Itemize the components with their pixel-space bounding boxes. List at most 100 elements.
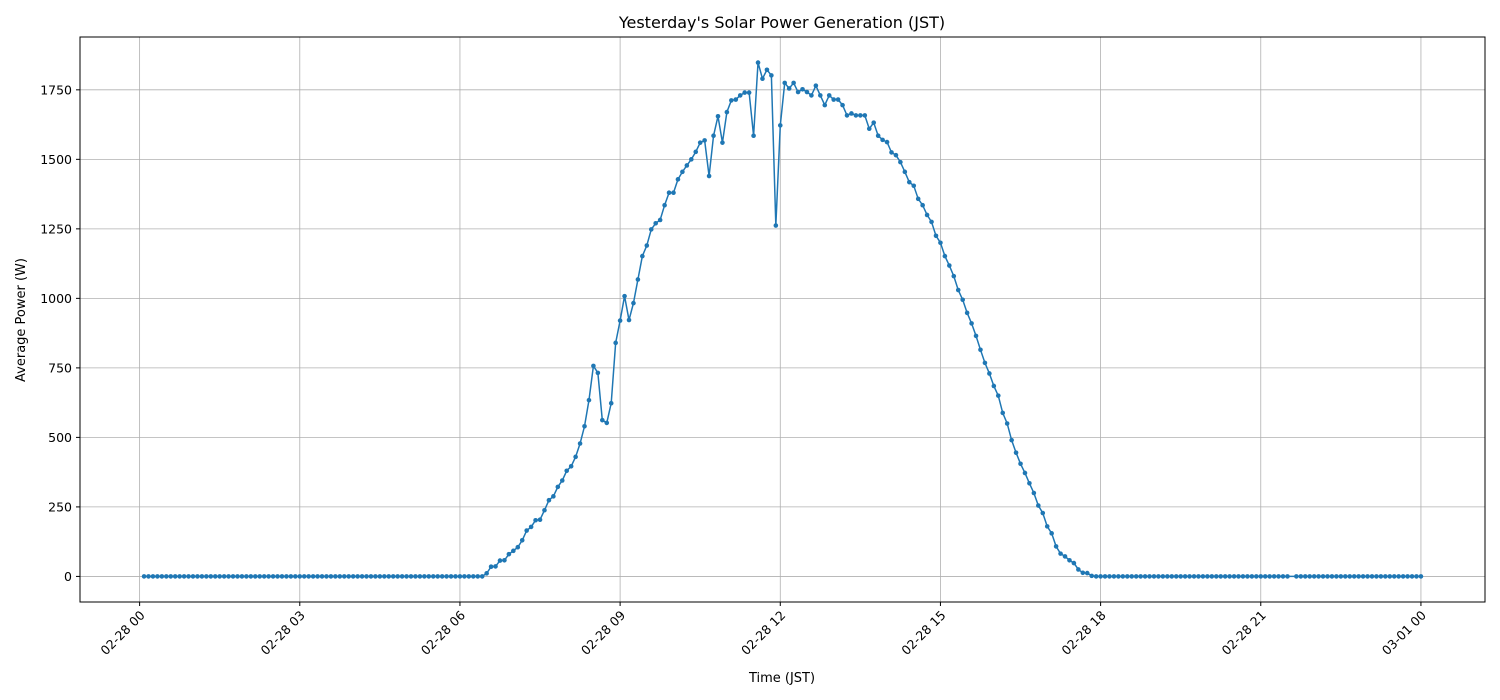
data-point	[1129, 574, 1135, 579]
data-point	[1280, 574, 1286, 579]
data-point	[1000, 410, 1006, 416]
data-point	[684, 163, 690, 168]
data-point	[186, 574, 191, 579]
data-point	[573, 454, 578, 460]
data-point	[622, 293, 627, 299]
data-point	[1053, 544, 1059, 549]
data-point	[168, 574, 174, 579]
data-point	[586, 397, 592, 403]
data-point	[1107, 574, 1112, 579]
data-point	[444, 574, 449, 579]
data-point	[568, 464, 574, 469]
data-point	[293, 574, 298, 579]
data-point	[737, 93, 743, 98]
data-point	[399, 574, 405, 579]
data-point	[1160, 574, 1166, 579]
data-point	[350, 574, 356, 579]
data-point	[542, 507, 547, 513]
data-point	[310, 574, 316, 579]
data-point	[920, 202, 925, 208]
data-point	[1311, 574, 1317, 579]
data-point	[1213, 574, 1219, 579]
data-point	[328, 574, 334, 579]
data-point	[1067, 557, 1072, 563]
data-point	[1365, 574, 1370, 579]
data-point	[640, 253, 645, 259]
data-point	[697, 140, 703, 145]
data-point	[831, 97, 836, 102]
data-point	[533, 517, 538, 523]
data-point	[1080, 570, 1086, 576]
data-point	[938, 240, 943, 246]
data-point	[577, 441, 583, 446]
data-point	[524, 528, 529, 533]
data-point	[528, 524, 534, 530]
data-point	[1222, 574, 1228, 579]
data-point	[1369, 574, 1375, 579]
data-point	[333, 574, 338, 579]
data-point	[1262, 574, 1268, 579]
data-point	[1405, 574, 1410, 579]
data-point	[1347, 574, 1353, 579]
data-point	[212, 574, 218, 579]
data-point	[786, 86, 792, 91]
data-point	[662, 202, 667, 208]
data-point	[306, 574, 311, 579]
data-point	[546, 497, 552, 503]
data-point	[1240, 574, 1246, 579]
data-point	[195, 574, 200, 579]
data-point	[470, 574, 476, 579]
data-point	[457, 574, 463, 579]
data-point	[1258, 574, 1264, 579]
data-point	[688, 157, 694, 162]
data-point	[1151, 574, 1157, 579]
data-point	[969, 321, 974, 326]
data-point	[417, 574, 423, 579]
data-point	[702, 138, 707, 143]
data-point	[1027, 480, 1032, 486]
data-point	[666, 190, 672, 196]
data-point	[1062, 554, 1068, 559]
data-point	[257, 574, 263, 579]
data-point	[1387, 574, 1393, 579]
data-point	[1018, 461, 1023, 467]
data-point	[359, 574, 365, 579]
data-point	[190, 574, 196, 579]
data-point	[141, 574, 147, 579]
y-axis-label: Average Power (W)	[14, 258, 29, 382]
data-point	[760, 76, 765, 82]
y-tick-label: 500	[48, 430, 72, 445]
data-point	[1414, 574, 1419, 579]
data-point	[884, 139, 890, 145]
data-point	[1378, 574, 1384, 579]
data-point	[172, 574, 178, 579]
data-point	[555, 484, 561, 490]
y-tick-label: 0	[64, 569, 72, 584]
data-point	[466, 574, 472, 579]
data-point	[244, 574, 249, 579]
data-point	[1138, 574, 1143, 579]
data-point	[1383, 574, 1388, 579]
data-point	[484, 571, 489, 576]
data-point	[1133, 574, 1139, 579]
data-point	[987, 371, 992, 376]
data-point	[177, 574, 182, 579]
data-point	[893, 152, 899, 158]
data-point	[1022, 470, 1028, 476]
data-point	[844, 113, 850, 118]
data-point	[733, 97, 739, 102]
data-point	[288, 574, 294, 579]
data-point	[1173, 574, 1179, 579]
data-point	[270, 574, 276, 579]
y-tick-label: 1000	[40, 291, 72, 306]
data-point	[1360, 574, 1366, 579]
data-point	[1343, 574, 1348, 579]
data-point	[1231, 574, 1237, 579]
y-tick-label: 750	[48, 360, 72, 375]
data-point	[146, 574, 151, 579]
data-point	[1058, 551, 1063, 556]
data-point	[261, 574, 267, 579]
data-point	[551, 494, 556, 499]
